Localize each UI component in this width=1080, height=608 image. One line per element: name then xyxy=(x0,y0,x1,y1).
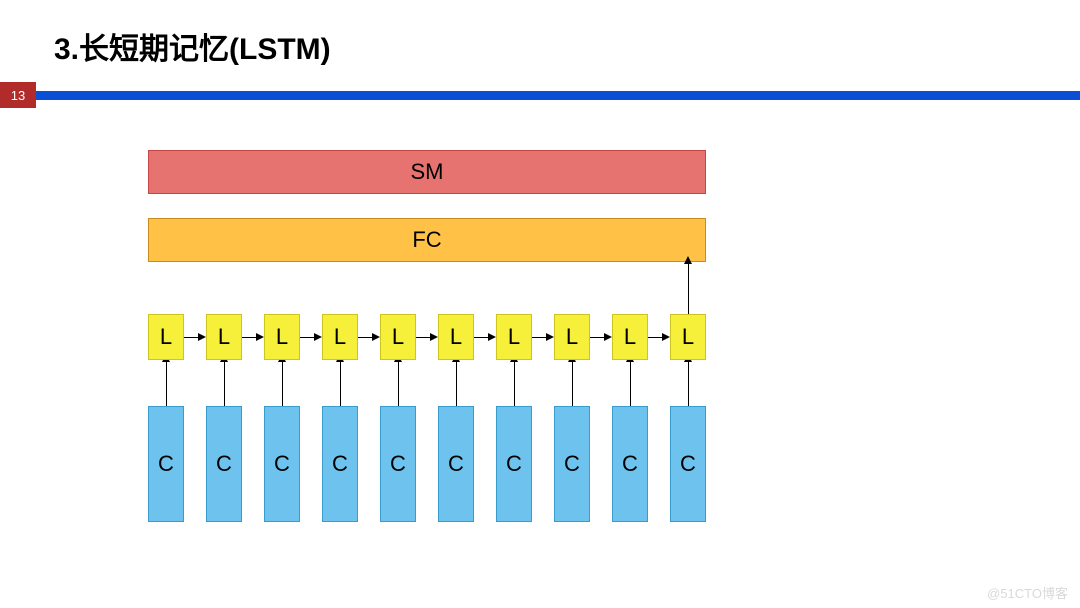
input-cell: C xyxy=(670,406,706,522)
lstm-cell: L xyxy=(438,314,474,360)
input-cell: C xyxy=(438,406,474,522)
arrow-right-icon xyxy=(648,337,664,338)
arrow-up-icon xyxy=(224,360,225,406)
arrow-up-icon xyxy=(398,360,399,406)
arrow-right-icon xyxy=(590,337,606,338)
arrow-up-icon xyxy=(282,360,283,406)
input-cell: C xyxy=(148,406,184,522)
arrow-up-icon xyxy=(630,360,631,406)
arrow-up-icon xyxy=(572,360,573,406)
arrow-up-icon xyxy=(166,360,167,406)
page-number: 13 xyxy=(0,82,36,108)
fc-layer: FC xyxy=(148,218,706,262)
arrow-up-icon xyxy=(340,360,341,406)
lstm-cell: L xyxy=(148,314,184,360)
arrow-right-icon xyxy=(242,337,258,338)
sm-layer: SM xyxy=(148,150,706,194)
arrow-up-icon xyxy=(688,262,689,314)
input-cell: C xyxy=(554,406,590,522)
input-cell: C xyxy=(322,406,358,522)
slide-title: 3.长短期记忆(LSTM) xyxy=(54,24,331,68)
arrow-right-icon xyxy=(184,337,200,338)
arrow-up-icon xyxy=(514,360,515,406)
arrow-right-icon xyxy=(474,337,490,338)
input-cell: C xyxy=(264,406,300,522)
arrow-right-icon xyxy=(416,337,432,338)
lstm-cell: L xyxy=(206,314,242,360)
lstm-cell: L xyxy=(496,314,532,360)
lstm-cell: L xyxy=(554,314,590,360)
lstm-cell: L xyxy=(322,314,358,360)
input-cell: C xyxy=(612,406,648,522)
lstm-diagram: SMFCCLCLCLCLCLCLCLCLCLCL xyxy=(148,150,748,560)
watermark: @51CTO博客 xyxy=(987,583,1068,602)
lstm-cell: L xyxy=(264,314,300,360)
lstm-cell: L xyxy=(670,314,706,360)
stripe-blue xyxy=(36,91,1080,100)
arrow-right-icon xyxy=(300,337,316,338)
arrow-right-icon xyxy=(532,337,548,338)
arrow-right-icon xyxy=(358,337,374,338)
input-cell: C xyxy=(380,406,416,522)
header-stripe: 13 xyxy=(0,82,1080,108)
input-cell: C xyxy=(206,406,242,522)
input-cell: C xyxy=(496,406,532,522)
arrow-up-icon xyxy=(456,360,457,406)
arrow-up-icon xyxy=(688,360,689,406)
lstm-cell: L xyxy=(380,314,416,360)
lstm-cell: L xyxy=(612,314,648,360)
